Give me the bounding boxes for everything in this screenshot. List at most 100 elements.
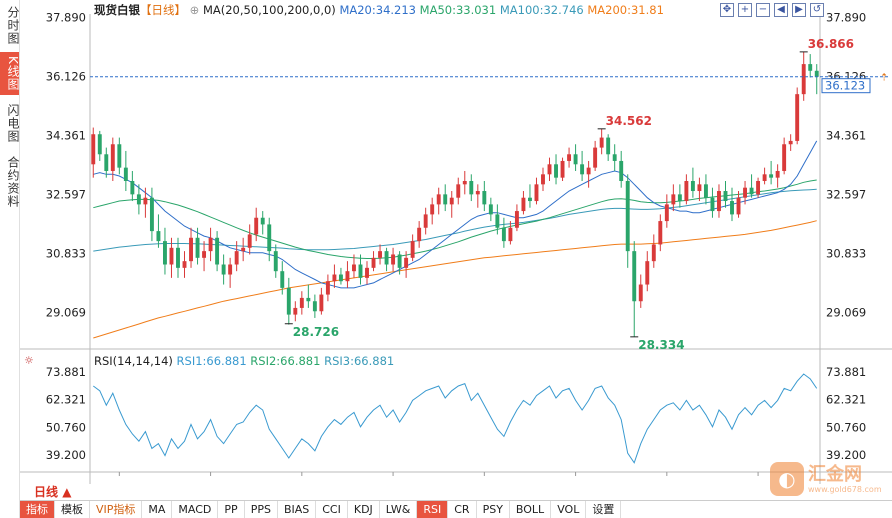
candle-body-55 bbox=[449, 197, 454, 205]
indicator-tab-3[interactable]: MA bbox=[142, 501, 173, 518]
candle-body-39 bbox=[345, 271, 350, 282]
candle-body-54 bbox=[443, 194, 448, 205]
ma200-value: MA200:31.81 bbox=[584, 3, 664, 17]
candle-body-100 bbox=[743, 187, 747, 198]
candle-body-103 bbox=[762, 174, 767, 181]
candle-body-97 bbox=[723, 191, 728, 202]
candle-body-70 bbox=[547, 164, 552, 175]
instrument-name: 现货白银 bbox=[94, 3, 140, 17]
indicator-tab-13[interactable]: PSY bbox=[477, 501, 510, 518]
indicator-tab-2[interactable]: VIP指标 bbox=[90, 501, 143, 518]
candle-body-64 bbox=[508, 227, 513, 242]
rsi-line bbox=[93, 373, 818, 464]
indicator-tab-4[interactable]: MACD bbox=[172, 501, 219, 518]
rsi-header: RSI(14,14,14) RSI1:66.881 RSI2:66.881 RS… bbox=[94, 354, 394, 368]
period-selector[interactable]: 日线 ▲ bbox=[34, 485, 72, 499]
indicator-icon: ☼ bbox=[24, 354, 34, 367]
candle-body-26 bbox=[260, 217, 265, 225]
candle-body-69 bbox=[541, 174, 545, 185]
indicator-tab-5[interactable]: PP bbox=[218, 501, 245, 518]
candle-body-12 bbox=[169, 247, 174, 265]
candle-body-33 bbox=[306, 297, 311, 302]
candle-body-102 bbox=[756, 181, 761, 195]
ma100-line bbox=[93, 188, 817, 252]
candle-body-75 bbox=[580, 164, 585, 175]
candle-body-85 bbox=[645, 261, 650, 285]
annotation-3: 28.334 bbox=[638, 338, 684, 352]
candle-body-40 bbox=[352, 264, 356, 272]
candle-body-1 bbox=[97, 134, 102, 155]
ma200-line bbox=[93, 220, 817, 339]
candle-body-52 bbox=[430, 204, 435, 215]
indicator-tab-11[interactable]: RSI bbox=[417, 501, 449, 518]
rsi-tick-left-2: 50.760 bbox=[46, 420, 86, 434]
price-tick-left-2: 34.361 bbox=[46, 129, 86, 143]
rsi-tick-left-3: 39.200 bbox=[46, 448, 86, 462]
indicator-tab-15[interactable]: VOL bbox=[551, 501, 587, 518]
nav-tab-3[interactable]: 合约资料 bbox=[6, 156, 20, 208]
candle-body-94 bbox=[703, 184, 708, 198]
candle-body-8 bbox=[143, 197, 148, 205]
indicator-tab-16[interactable]: 设置 bbox=[586, 501, 622, 518]
candle-body-86 bbox=[651, 244, 656, 262]
candle-body-17 bbox=[202, 251, 207, 258]
annotation-1: 34.562 bbox=[606, 114, 652, 128]
indicator-tab-14[interactable]: BOLL bbox=[510, 501, 552, 518]
candle-body-80 bbox=[612, 154, 617, 161]
candle-body-108 bbox=[795, 94, 800, 141]
candle-body-29 bbox=[280, 271, 285, 288]
candle-body-72 bbox=[560, 160, 565, 178]
price-tick-left-0: 37.890 bbox=[46, 11, 86, 25]
candle-body-20 bbox=[221, 264, 226, 275]
candle-body-25 bbox=[254, 217, 259, 235]
candle-body-105 bbox=[775, 170, 780, 178]
indicator-tab-12[interactable]: CR bbox=[448, 501, 477, 518]
indicator-tab-0[interactable]: 指标 bbox=[20, 501, 55, 518]
candle-body-90 bbox=[677, 194, 682, 202]
nav-tab-1[interactable]: K线图 bbox=[0, 52, 20, 95]
scroll-right-icon[interactable]: ▶ bbox=[792, 3, 806, 17]
candle-body-27 bbox=[267, 224, 272, 252]
indicator-tab-9[interactable]: KDJ bbox=[348, 501, 380, 518]
nav-tab-0[interactable]: 分时图 bbox=[6, 6, 20, 45]
candle-body-36 bbox=[325, 281, 330, 295]
left-nav: 分时图 K线图闪电图合约资料 bbox=[0, 0, 20, 518]
candle-body-73 bbox=[567, 154, 572, 161]
indicator-tab-7[interactable]: BIAS bbox=[278, 501, 317, 518]
candle-body-59 bbox=[475, 191, 480, 195]
candle-body-4 bbox=[117, 144, 122, 168]
move-icon[interactable]: ✥ bbox=[720, 3, 734, 17]
candle-body-76 bbox=[586, 167, 591, 175]
candle-body-101 bbox=[749, 187, 754, 195]
indicator-tab-10[interactable]: LW& bbox=[380, 501, 418, 518]
scroll-left-icon[interactable]: ◀ bbox=[774, 3, 788, 17]
zoom-in-icon[interactable]: + bbox=[738, 3, 752, 17]
candle-body-18 bbox=[208, 237, 213, 252]
watermark-name: 汇金网 bbox=[808, 463, 862, 485]
period-tag: 【日线】 bbox=[140, 3, 186, 17]
candle-body-2 bbox=[104, 154, 109, 171]
chart-area: 现货白银【日线】 ⊕ MA(20,50,100,200,0,0) MA20:34… bbox=[20, 3, 892, 484]
rsi-tick-right-0: 73.881 bbox=[826, 365, 866, 379]
reset-icon[interactable]: ↺ bbox=[810, 3, 824, 17]
candle-body-14 bbox=[182, 261, 187, 268]
candle-body-41 bbox=[358, 264, 363, 278]
indicator-tab-6[interactable]: PPS bbox=[245, 501, 278, 518]
ma20-line bbox=[93, 140, 818, 289]
candle-body-38 bbox=[338, 274, 343, 282]
candle-body-95 bbox=[710, 197, 715, 212]
candle-body-37 bbox=[332, 274, 337, 282]
candle-body-87 bbox=[658, 221, 663, 245]
candle-body-43 bbox=[371, 257, 376, 268]
rsi-tick-left-1: 62.321 bbox=[46, 393, 86, 407]
zoom-out-icon[interactable]: − bbox=[756, 3, 770, 17]
nav-tab-2[interactable]: 闪电图 bbox=[6, 104, 20, 143]
candle-body-58 bbox=[469, 181, 474, 195]
candle-body-15 bbox=[189, 237, 193, 262]
indicator-tab-1[interactable]: 模板 bbox=[55, 501, 90, 518]
candle-body-74 bbox=[573, 154, 578, 165]
candle-body-104 bbox=[769, 174, 774, 178]
candle-body-56 bbox=[456, 184, 461, 198]
rsi-tick-right-3: 39.200 bbox=[826, 448, 866, 462]
indicator-tab-8[interactable]: CCI bbox=[316, 501, 348, 518]
